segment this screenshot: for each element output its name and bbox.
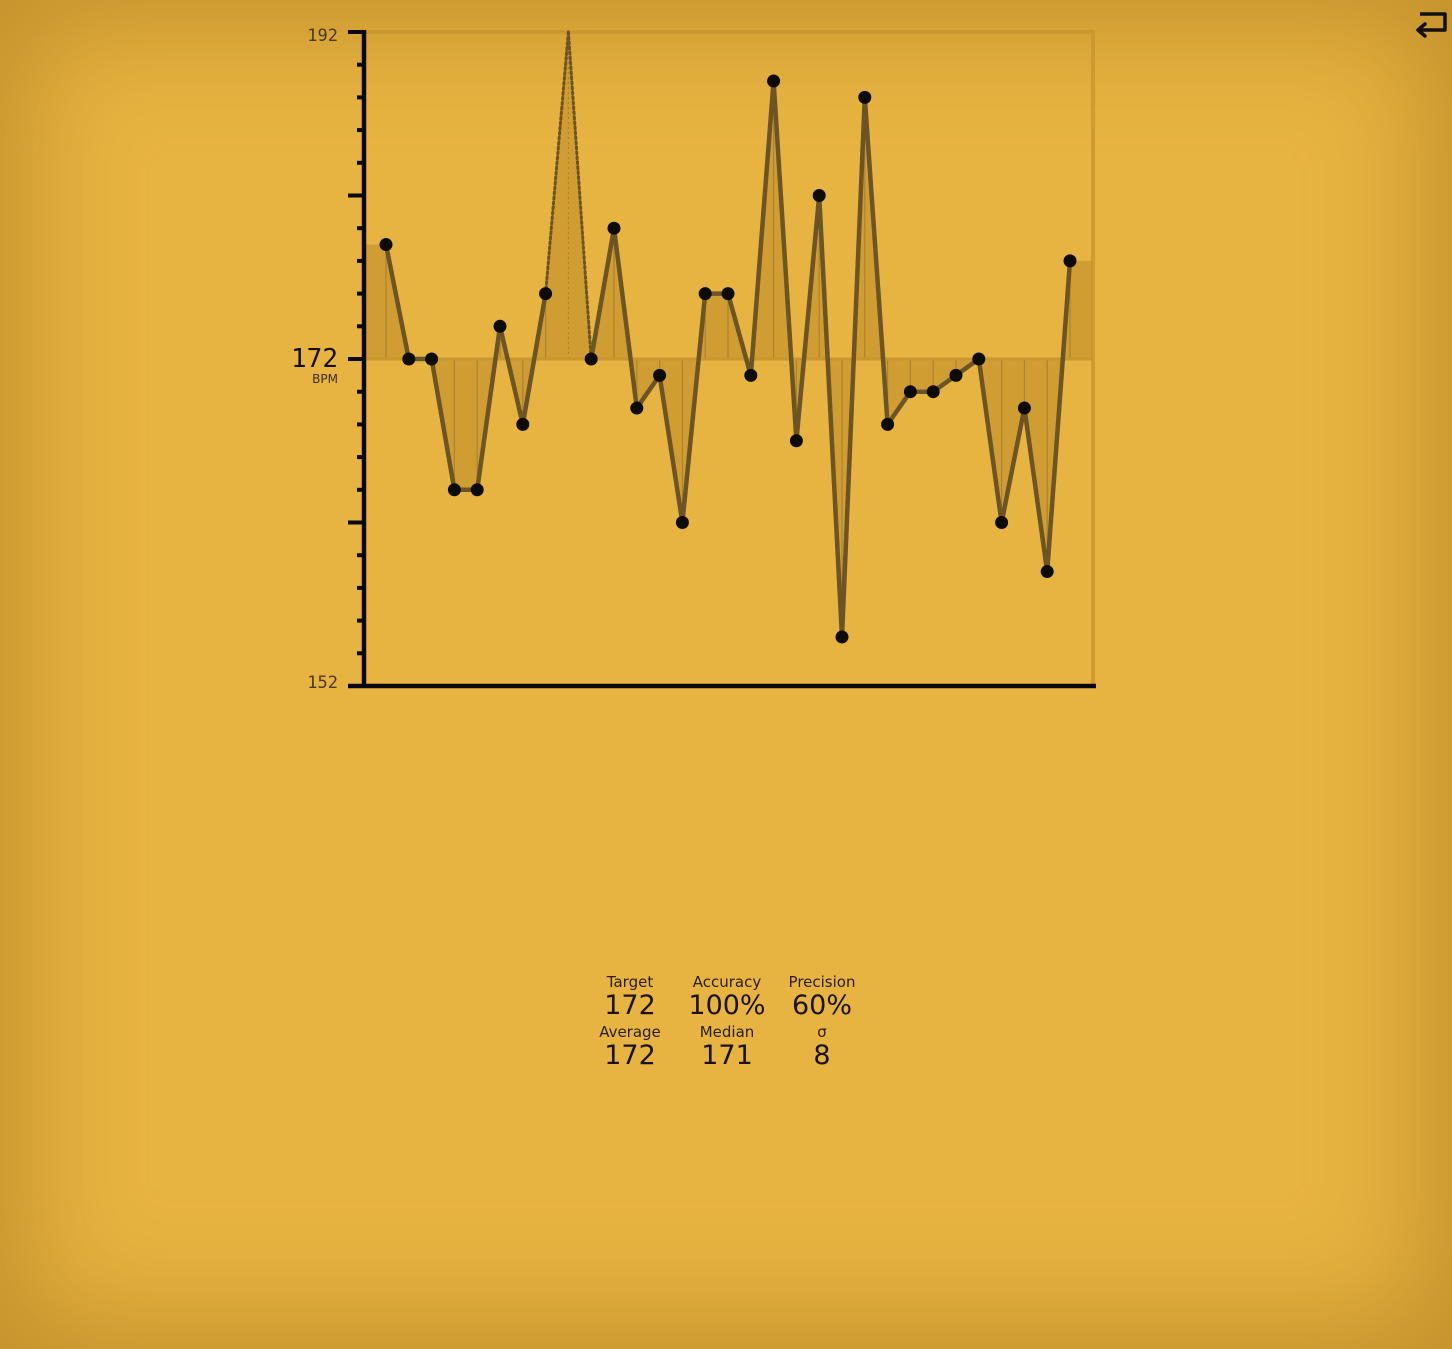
data-point: [425, 352, 439, 366]
series-segment: [999, 405, 1027, 525]
series-points: [379, 74, 1077, 644]
bpm-line-chart: 192 172 152 BPM: [291, 26, 1096, 693]
data-point: [653, 368, 667, 382]
series-segment: [748, 78, 776, 378]
stat-label: Accuracy: [692, 973, 762, 991]
series-segment: [566, 30, 593, 361]
data-point: [516, 417, 530, 431]
y-axis-unit-label: BPM: [312, 372, 338, 386]
data-point: [607, 221, 621, 235]
stat-value: 8: [813, 1040, 831, 1071]
stat-precision: Precision 60%: [774, 973, 870, 1021]
series-segment: [1022, 405, 1050, 574]
data-point: [858, 90, 872, 104]
stat-value: 172: [604, 990, 656, 1021]
series-segment: [976, 356, 1004, 525]
data-point: [949, 368, 963, 382]
data-point: [995, 516, 1009, 529]
data-point: [812, 189, 826, 202]
data-point: [767, 74, 781, 88]
series-line: [383, 30, 1073, 640]
data-point: [1040, 565, 1054, 579]
stat-accuracy: Accuracy 100%: [680, 973, 774, 1021]
data-point: [675, 516, 689, 529]
y-axis: [348, 30, 1096, 689]
series-segment: [383, 242, 412, 362]
data-point: [584, 352, 598, 366]
series-segment: [520, 291, 548, 427]
stats-panel: Target 172 Accuracy 100% Precision 60% A…: [580, 973, 870, 1071]
stat-label: Median: [699, 1023, 755, 1041]
stat-target: Target 172: [580, 973, 680, 1021]
series-segment: [839, 95, 868, 640]
stat-sigma: σ 8: [774, 1023, 870, 1071]
data-point: [721, 287, 735, 301]
stat-label: Target: [606, 973, 654, 991]
series-segment: [657, 373, 685, 525]
tick-label: 172: [291, 344, 338, 374]
return-arrow-icon: [1416, 12, 1447, 38]
series-segment: [611, 225, 640, 411]
series-segment: [497, 324, 526, 427]
data-point: [379, 238, 393, 252]
tick-label: 152: [307, 673, 338, 693]
stat-value: 100%: [688, 990, 766, 1021]
data-point: [1017, 401, 1031, 415]
series-segment: [634, 373, 662, 411]
series-segment: [816, 193, 845, 640]
series-segment: [588, 225, 617, 362]
series-segment: [885, 389, 913, 427]
data-point: [1063, 254, 1077, 268]
series-segment: [862, 95, 890, 427]
stat-label: Precision: [788, 973, 856, 991]
series-segment: [680, 291, 708, 525]
deviation-area: [364, 32, 1093, 637]
data-point: [744, 368, 758, 382]
data-point: [881, 417, 895, 431]
data-point: [835, 630, 849, 644]
data-point: [789, 434, 803, 448]
deviation-fills: [364, 32, 1093, 637]
data-point: [470, 483, 484, 497]
stat-label: Average: [599, 1023, 661, 1041]
series-segment: [544, 30, 570, 296]
chart-frame: [364, 30, 1095, 686]
stat-label: σ: [817, 1023, 827, 1041]
back-button[interactable]: [1412, 6, 1452, 40]
plot-frame-border: [364, 30, 1095, 686]
stat-median: Median 171: [680, 1023, 774, 1071]
stat-value: 172: [604, 1040, 656, 1071]
series-segment: [429, 356, 457, 493]
data-point: [402, 352, 416, 366]
data-point: [493, 319, 507, 333]
stat-average: Average 172: [580, 1023, 680, 1071]
data-point: [539, 287, 553, 301]
series-segment: [725, 291, 754, 378]
stat-value: 60%: [791, 990, 852, 1021]
series-segment: [794, 193, 822, 443]
data-point: [972, 352, 986, 366]
data-point: [903, 385, 917, 399]
stat-value: 171: [701, 1040, 753, 1071]
series-segment: [771, 78, 799, 443]
series-segment: [1044, 258, 1073, 574]
data-point: [630, 401, 644, 415]
series-segment: [474, 324, 503, 493]
data-point: [698, 287, 712, 301]
data-point: [447, 483, 461, 497]
tick-label: 192: [307, 26, 338, 46]
data-point: [926, 385, 940, 399]
axis-labels: 192 172 152 BPM: [291, 26, 338, 693]
